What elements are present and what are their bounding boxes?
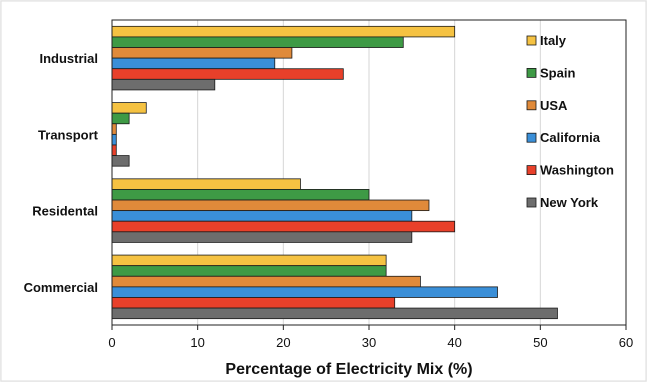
bar-new-york-industrial bbox=[111, 78, 216, 91]
bars bbox=[111, 25, 558, 320]
legend-label: Spain bbox=[540, 65, 575, 80]
x-tick-label: 10 bbox=[190, 335, 204, 350]
bar-spain-industrial bbox=[111, 36, 404, 48]
bar-spain-transport bbox=[111, 112, 130, 125]
category-label: Residental bbox=[32, 204, 98, 219]
bar-usa-residental bbox=[111, 199, 430, 212]
x-tick-label: 50 bbox=[533, 335, 547, 350]
bar-california-transport bbox=[111, 133, 117, 146]
legend-label: Washington bbox=[540, 163, 614, 178]
x-tick-label: 0 bbox=[108, 335, 115, 350]
bar-italy-transport bbox=[111, 102, 147, 114]
bar-italy-industrial bbox=[111, 25, 456, 38]
bar-usa-industrial bbox=[111, 47, 293, 59]
legend-swatch-california bbox=[526, 132, 537, 143]
bar-california-industrial bbox=[111, 57, 276, 70]
category-label: Transport bbox=[38, 127, 99, 142]
bar-italy-residental bbox=[111, 178, 301, 190]
bar-usa-transport bbox=[111, 123, 117, 135]
legend-label: California bbox=[540, 130, 601, 145]
legend-label: New York bbox=[540, 195, 599, 210]
legend-swatch-new-york bbox=[526, 197, 537, 208]
bar-new-york-commercial bbox=[111, 307, 558, 320]
bar-spain-commercial bbox=[111, 265, 387, 277]
x-axis-title: Percentage of Electricity Mix (%) bbox=[225, 361, 472, 378]
legend-swatch-italy bbox=[526, 35, 537, 46]
bar-new-york-residental bbox=[111, 231, 413, 243]
bar-spain-residental bbox=[111, 189, 370, 201]
bar-california-commercial bbox=[111, 286, 498, 298]
x-axis-ticks: 0 10 20 30 40 50 60 bbox=[108, 325, 633, 350]
bar-washington-transport bbox=[111, 144, 117, 156]
bar-italy-commercial bbox=[111, 254, 387, 267]
legend: Italy Spain USA California Washington New Yor… bbox=[526, 33, 614, 210]
legend-swatch-spain bbox=[526, 68, 537, 78]
category-labels: Industrial Transport Residental Commercial bbox=[24, 51, 99, 295]
bar-washington-commercial bbox=[111, 297, 396, 309]
category-label: Commercial bbox=[24, 280, 98, 295]
bar-washington-industrial bbox=[111, 68, 344, 80]
x-tick-label: 40 bbox=[447, 335, 461, 350]
bar-usa-commercial bbox=[111, 275, 421, 288]
category-label: Industrial bbox=[39, 51, 98, 66]
x-tick-label: 30 bbox=[362, 335, 376, 350]
x-tick-label: 20 bbox=[276, 335, 290, 350]
legend-label: USA bbox=[540, 98, 568, 113]
legend-swatch-usa bbox=[526, 100, 537, 111]
bar-new-york-transport bbox=[111, 155, 130, 167]
x-tick-label: 60 bbox=[619, 335, 633, 350]
bar-washington-residental bbox=[111, 220, 456, 233]
legend-swatch-washington bbox=[526, 165, 537, 176]
legend-label: Italy bbox=[540, 33, 567, 48]
bar-california-residental bbox=[111, 210, 413, 222]
